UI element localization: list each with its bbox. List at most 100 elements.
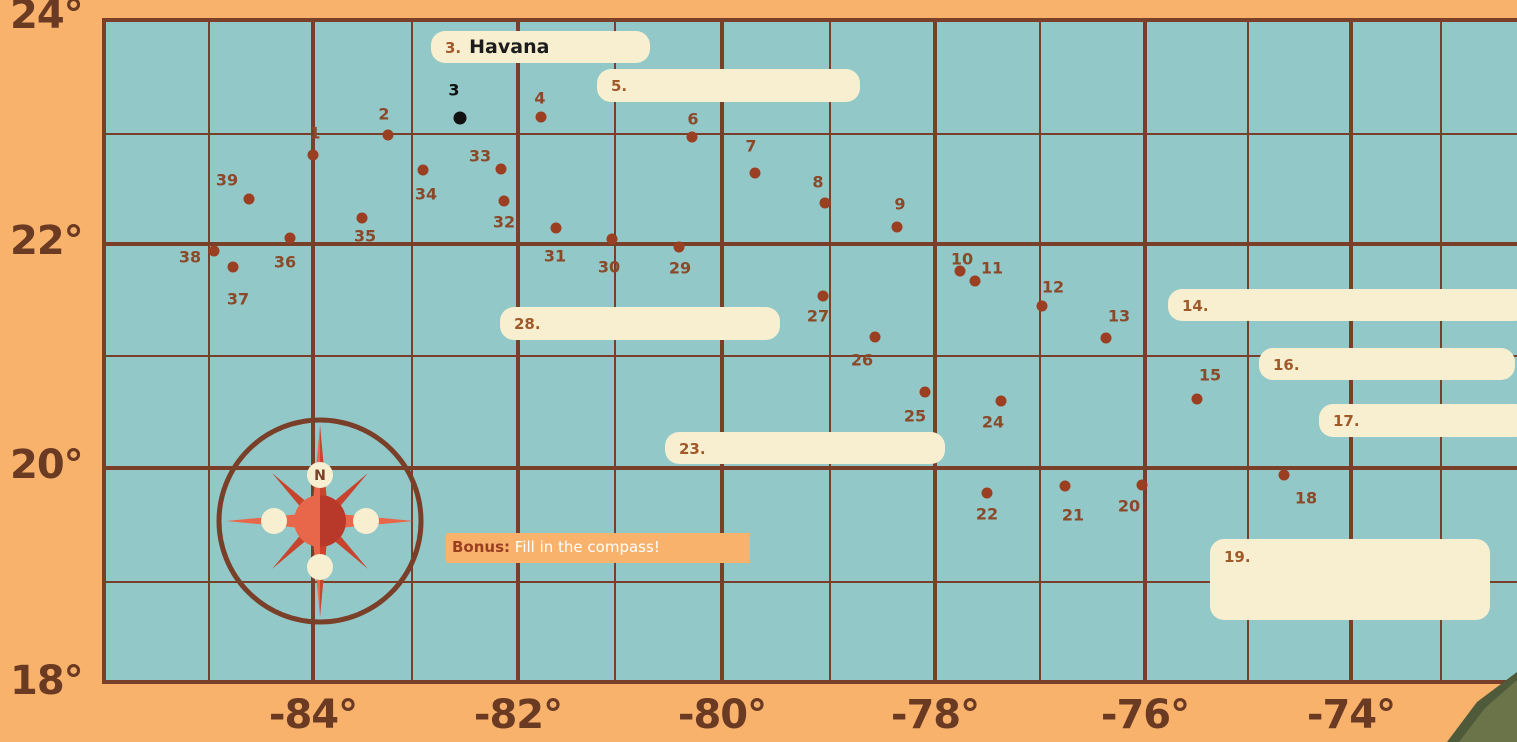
location-dot-9[interactable] [891,221,903,233]
longitude-label--78: -78° [890,692,980,738]
location-dot-30[interactable] [606,233,618,245]
location-dot-31[interactable] [550,222,562,234]
longitude-label--84: -84° [268,692,358,738]
answer-box-23[interactable]: 23. [665,432,945,464]
grid-line-vertical [720,18,724,684]
grid-line-vertical [311,18,315,684]
answer-number-28: 28. [514,315,541,333]
location-label-38: 38 [178,247,202,267]
location-label-3-selected: 3 [448,80,460,100]
location-dot-26[interactable] [869,331,881,343]
location-label-30: 30 [597,257,621,277]
location-label-37: 37 [226,289,250,309]
location-dot-27[interactable] [817,290,829,302]
grid-line-vertical [102,18,106,684]
location-dot-15[interactable] [1191,393,1203,405]
answer-box-19[interactable]: 19. [1210,539,1490,620]
location-label-26: 26 [850,350,874,370]
location-dot-36[interactable] [284,232,296,244]
location-dot-29[interactable] [673,241,685,253]
latitude-label-18: 18° [10,658,84,704]
answer-number-23: 23. [679,440,706,458]
location-dot-12[interactable] [1036,300,1048,312]
location-label-9: 9 [894,194,906,214]
longitude-label--80: -80° [677,692,767,738]
location-label-39: 39 [215,170,239,190]
answer-number-16: 16. [1273,356,1300,374]
location-dot-32[interactable] [498,195,510,207]
answer-box-5[interactable]: 5. [597,69,860,102]
location-dot-10[interactable] [954,265,966,277]
location-label-15: 15 [1198,365,1222,385]
location-dot-39[interactable] [243,193,255,205]
location-label-34: 34 [414,184,438,204]
grid-line-vertical [1143,18,1147,684]
location-dot-33[interactable] [495,163,507,175]
grid-line-vertical [516,18,520,684]
answer-number-17: 17. [1333,412,1360,430]
location-dot-38[interactable] [208,245,220,257]
location-dot-25[interactable] [919,386,931,398]
grid-line-vertical [614,18,616,684]
bonus-text: Fill in the compass! [510,538,660,556]
location-dot-24[interactable] [995,395,1007,407]
location-label-6: 6 [687,109,699,129]
grid-line-vertical [829,18,831,684]
grid-line-horizontal [102,133,1517,135]
svg-text:N: N [314,468,326,484]
grid-line-horizontal [102,18,1517,22]
answer-box-3[interactable]: 3. Havana [431,31,650,63]
grid-line-horizontal [102,680,1517,684]
compass-rose-icon[interactable]: N [212,413,428,629]
location-dot-35[interactable] [356,212,368,224]
location-dot-7[interactable] [749,167,761,179]
answer-number-5: 5. [611,77,628,95]
grid-line-horizontal [102,581,1517,583]
grid-line-vertical [411,18,413,684]
corner-landmass-icon [1447,672,1517,742]
latitude-label-24: 24° [10,0,84,38]
answer-box-28[interactable]: 28. [500,307,780,340]
longitude-label--74: -74° [1306,692,1396,738]
location-dot-11[interactable] [969,275,981,287]
answer-number-19: 19. [1224,548,1251,566]
location-dot-34[interactable] [417,164,429,176]
answer-text-3[interactable]: Havana [469,36,550,58]
location-label-11: 11 [980,258,1004,278]
location-label-25: 25 [903,406,927,426]
answer-number-14: 14. [1182,297,1209,315]
location-dot-2[interactable] [382,129,394,141]
location-dot-21[interactable] [1059,480,1071,492]
answer-box-17[interactable]: 17. [1319,404,1517,437]
location-label-33: 33 [468,146,492,166]
location-dot-20[interactable] [1136,479,1148,491]
location-dot-13[interactable] [1100,332,1112,344]
location-label-7: 7 [745,136,757,156]
longitude-label--76: -76° [1100,692,1190,738]
grid-line-vertical [208,18,210,684]
location-label-31: 31 [543,246,567,266]
grid-line-horizontal [102,355,1517,357]
grid-line-vertical [933,18,937,684]
location-label-2: 2 [378,104,390,124]
location-label-24: 24 [981,412,1005,432]
answer-box-16[interactable]: 16. [1259,348,1515,380]
location-dot-4[interactable] [535,111,547,123]
location-label-18: 18 [1294,488,1318,508]
location-label-32: 32 [492,212,516,232]
location-label-12: 12 [1041,277,1065,297]
bonus-bold-label: Bonus: [452,538,511,556]
answer-number-3: 3. [445,39,462,57]
location-label-20: 20 [1117,496,1141,516]
answer-box-14[interactable]: 14. [1168,289,1517,321]
location-dot-1[interactable] [307,149,319,161]
location-dot-18[interactable] [1278,469,1290,481]
grid-line-horizontal [102,466,1517,470]
location-dot-37[interactable] [227,261,239,273]
location-dot-6[interactable] [686,131,698,143]
location-dot-8[interactable] [819,197,831,209]
location-dot-3-selected[interactable] [453,111,467,125]
location-dot-22[interactable] [981,487,993,499]
location-label-8: 8 [812,172,824,192]
